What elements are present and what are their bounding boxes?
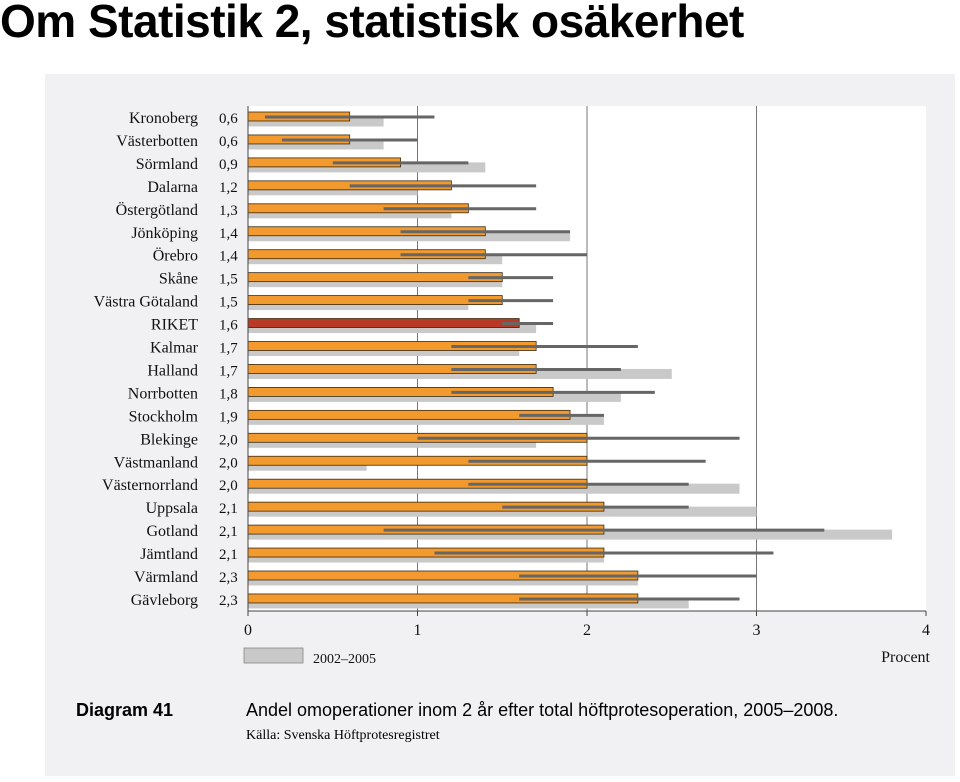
previous-bar: [248, 185, 418, 196]
category-label: Halland: [147, 362, 198, 379]
previous-bar: [248, 231, 571, 242]
highlight-bar: [247, 318, 520, 328]
category-label: Gävleborg: [131, 592, 198, 609]
category-label: Uppsala: [146, 500, 198, 517]
previous-bar: [248, 598, 689, 609]
value-label: 1,7: [219, 341, 238, 357]
value-label: 0,9: [219, 157, 238, 173]
previous-bar: [248, 208, 452, 219]
category-label: Kronoberg: [129, 110, 198, 127]
previous-bar: [248, 437, 537, 448]
value-label: 1,9: [219, 409, 238, 425]
category-label: Sörmland: [136, 156, 198, 173]
legend-swatch: [243, 647, 304, 664]
category-label: Västerbotten: [116, 133, 198, 150]
value-label: 0,6: [219, 134, 238, 150]
category-label: Norrbotten: [128, 385, 198, 402]
category-label: Västmanland: [114, 454, 198, 471]
figure-source: Källa: Svenska Höftprotesregistret: [246, 728, 440, 743]
previous-bar: [248, 254, 503, 265]
value-label: 1,3: [219, 203, 238, 219]
value-label: 1,6: [219, 318, 238, 334]
value-label: 2,0: [219, 478, 238, 494]
category-label: Kalmar: [150, 340, 199, 357]
unit-label: Procent: [881, 649, 930, 666]
x-tick-label: 4: [922, 622, 930, 639]
category-label: RIKET: [151, 317, 198, 334]
previous-bar: [248, 300, 469, 311]
previous-bar: [248, 529, 893, 540]
value-label: 0,6: [219, 111, 238, 127]
x-tick-label: 0: [244, 622, 252, 639]
category-label: Dalarna: [147, 179, 198, 196]
previous-bar: [248, 575, 638, 586]
category-label: Västernorrland: [102, 477, 198, 494]
category-label: Gotland: [146, 523, 198, 540]
category-label: Värmland: [134, 569, 198, 586]
value-label: 1,5: [219, 272, 238, 288]
category-label: Örebro: [153, 247, 198, 265]
previous-bar: [248, 116, 384, 127]
category-label: Blekinge: [140, 431, 198, 448]
value-label: 1,7: [219, 363, 238, 379]
previous-bar: [248, 277, 503, 288]
value-label: 1,4: [219, 226, 238, 242]
value-label: 2,1: [219, 547, 238, 563]
value-label: 1,2: [219, 180, 238, 196]
previous-bar: [248, 346, 520, 356]
category-label: Jämtland: [140, 546, 198, 563]
category-label: Stockholm: [129, 408, 199, 425]
x-tick-label: 1: [414, 622, 422, 639]
previous-bar: [248, 506, 757, 517]
value-label: 1,8: [219, 386, 238, 402]
value-label: 2,3: [219, 570, 238, 586]
value-label: 2,1: [219, 524, 238, 540]
value-label: 1,4: [219, 249, 238, 265]
previous-bar: [248, 414, 604, 425]
value-label: 2,0: [219, 432, 238, 448]
legend-label: 2002–2005: [313, 652, 376, 667]
previous-bar: [248, 139, 384, 150]
previous-bar: [248, 162, 486, 173]
current-bar: [247, 272, 503, 283]
value-label: 1,5: [219, 295, 238, 311]
value-label: 2,3: [219, 593, 238, 609]
diagram-label: Diagram 41: [76, 700, 174, 720]
chart-panel: Kronoberg 0,6 Västerbotten 0,6 Sörmland 0,9 Da…: [45, 74, 955, 776]
current-bar: [247, 295, 503, 306]
category-label: Jönköping: [131, 225, 198, 242]
bar-chart: Kronoberg 0,6 Västerbotten 0,6 Sörmland 0,9 Da…: [94, 106, 931, 667]
previous-bar: [248, 323, 537, 334]
value-label: 2,1: [219, 501, 238, 517]
category-label: Skåne: [159, 271, 198, 288]
x-tick-label: 3: [753, 622, 761, 639]
previous-bar: [248, 460, 367, 471]
figure-caption: Andel omoperationer inom 2 år efter tota…: [246, 700, 839, 720]
previous-bar: [248, 483, 740, 494]
category-label: Västra Götaland: [94, 294, 198, 311]
previous-bar: [248, 368, 672, 379]
x-tick-label: 2: [583, 622, 591, 639]
value-label: 2,0: [219, 455, 238, 471]
previous-bar: [248, 391, 621, 402]
slide-title: Om Statistik 2, statistisk osäkerhet: [0, 0, 744, 47]
previous-bar: [248, 552, 604, 563]
category-label: Östergötland: [116, 201, 198, 219]
